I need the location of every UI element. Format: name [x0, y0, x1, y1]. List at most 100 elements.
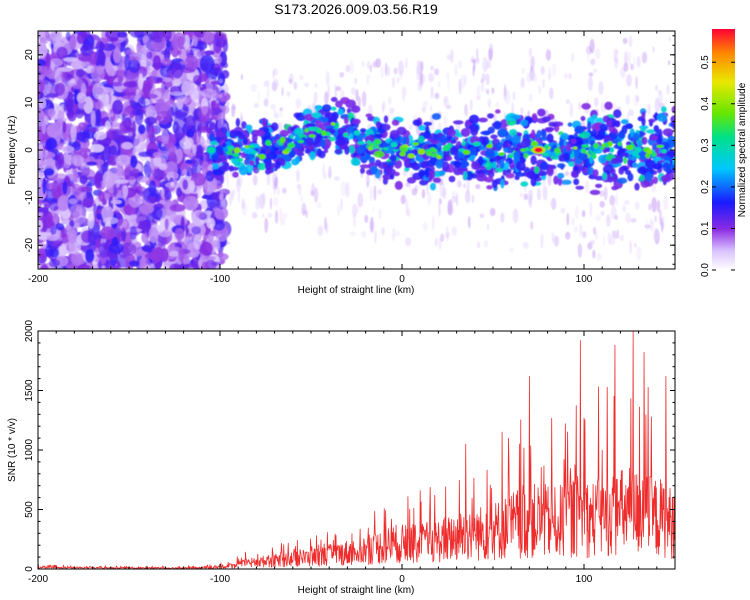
snr-panel: -200 -100 0 100 0 500 1000 1500 2000 Height of … — [7, 319, 676, 596]
spectrogram-signal-blob — [330, 106, 337, 111]
spectrogram-faint-blob — [270, 103, 276, 110]
y-tick-label: 500 — [24, 501, 35, 518]
spectrogram-hotspot — [251, 150, 258, 155]
spectrogram-signal-blob — [245, 124, 253, 131]
spectrogram-hotspot — [375, 145, 380, 149]
spectrogram-signal-blob — [423, 121, 433, 126]
spectrogram-noise-blob — [62, 181, 68, 195]
spectrogram-noise-blob — [71, 155, 84, 166]
spectrogram-signal-blob — [306, 123, 311, 128]
spectrogram-noise-blob — [222, 62, 229, 69]
spectrogram-hotspot — [399, 151, 406, 157]
colorbar: 0.0 0.1 0.2 0.3 0.4 0.5 Normalized spectral a… — [700, 29, 748, 277]
spectrogram-signal-blob — [500, 178, 505, 189]
spectrogram-hotspot — [402, 144, 409, 148]
spectrogram-faint-blob — [653, 227, 660, 241]
spectrogram-noise-blob — [203, 31, 214, 44]
spectrogram-hotspot — [607, 140, 613, 147]
spectrogram-noise-blob — [89, 51, 97, 65]
spectrogram-faint-blob — [324, 91, 329, 105]
spectrogram-noise-blob — [170, 181, 175, 187]
spectrogram-noise-blob — [157, 110, 171, 125]
spectrogram-faint-blob — [434, 68, 440, 76]
spectrogram-noise-blob — [126, 81, 138, 88]
spectrogram-hotspot — [325, 131, 331, 137]
spectrogram-signal-blob — [375, 121, 381, 128]
spectrogram-noise-blob — [171, 110, 187, 119]
spectrogram-hotspot — [232, 152, 240, 157]
spectrogram-noise-blob — [101, 37, 111, 43]
spectrogram-signal-blob — [662, 162, 671, 172]
spectrogram-faint-blob — [427, 191, 432, 206]
spectrogram-noise-blob — [113, 48, 122, 64]
spectrogram-signal-blob — [568, 161, 575, 167]
spectrogram-faint-blob — [529, 93, 533, 102]
spectrogram-faint-blob — [564, 171, 570, 177]
spectrogram-noise-blob — [45, 52, 51, 71]
spectrogram-hotspot — [661, 149, 667, 154]
spectrogram-noise-blob — [130, 94, 136, 101]
spectrogram-faint-blob — [298, 184, 302, 196]
spectrogram-faint-blob — [219, 190, 223, 205]
spectrogram-hotspot — [443, 145, 449, 152]
spectrogram-signal-blob — [232, 171, 239, 178]
spectrogram-signal-blob — [646, 129, 656, 134]
snr-background — [38, 331, 675, 569]
spectrogram-noise-blob — [56, 118, 65, 125]
spectrogram-faint-blob — [451, 195, 457, 203]
spectrogram-faint-blob — [357, 96, 362, 108]
spectrogram-noise-blob — [80, 44, 94, 57]
spectrogram-signal-blob — [637, 166, 648, 175]
spectrogram-noise-blob — [54, 82, 65, 96]
spectrogram-faint-blob — [594, 48, 601, 60]
spectrogram-noise-blob — [38, 126, 49, 141]
spectrogram-faint-blob — [629, 109, 634, 117]
spectrogram-noise-blob — [57, 152, 65, 169]
spectrogram-signal-blob — [312, 137, 323, 148]
spectrogram-noise-blob — [117, 76, 124, 83]
spectrogram-faint-blob — [314, 83, 318, 89]
spectrogram-noise-blob — [45, 245, 53, 258]
spectrogram-faint-blob — [471, 194, 475, 203]
spectrogram-signal-blob — [493, 155, 503, 161]
spectrogram-noise-blob — [180, 60, 189, 65]
spectrogram-noise-blob — [46, 122, 61, 138]
spectrogram-noise-blob — [57, 195, 70, 212]
spectrogram-signal-blob — [209, 121, 216, 131]
spectrogram-faint-blob — [628, 35, 633, 48]
spectrogram-faint-blob — [328, 166, 332, 179]
spectrogram-noise-blob — [38, 59, 46, 67]
spectrogram-signal-blob — [508, 129, 518, 136]
spectrogram-signal-blob — [352, 118, 361, 125]
spectrogram-faint-blob — [345, 182, 350, 198]
spectrogram-signal-blob — [557, 163, 566, 169]
spectrogram-faint-blob — [293, 81, 298, 90]
spectrogram-hotspot — [645, 152, 651, 159]
spectrogram-signal-blob — [425, 125, 430, 135]
spectrogram-signal-blob — [209, 136, 217, 142]
spectrogram-faint-blob — [625, 212, 631, 224]
colorbar-gradient — [712, 29, 735, 270]
spectrogram-noise-blob — [208, 231, 214, 243]
spectrogram-faint-blob — [589, 201, 593, 217]
spectrogram-hotspot — [226, 145, 235, 150]
spectrogram-signal-blob — [620, 119, 629, 125]
spectrogram-y-ticks: -20 -10 0 10 20 — [24, 35, 675, 265]
spectrogram-noise-blob — [77, 122, 88, 131]
spectrogram-faint-blob — [250, 84, 257, 92]
spectrogram-signal-blob — [420, 161, 428, 169]
spectrogram-noise-blob — [47, 108, 57, 117]
spectrogram-faint-blob — [278, 110, 284, 118]
spectrogram-noise-blob — [81, 198, 96, 208]
spectrogram-signal-blob — [626, 123, 633, 130]
spectrogram-x-axis-label: Height of straight line (km) — [298, 285, 415, 296]
spectrogram-noise-blob — [152, 206, 163, 220]
spectrogram-faint-blob — [273, 108, 277, 118]
spectrogram-hotspot — [307, 126, 316, 131]
spectrogram-signal-blob — [618, 166, 625, 175]
spectrogram-hotspot — [369, 143, 376, 147]
spectrogram-noise-blob — [148, 226, 159, 243]
spectrogram-hotspot — [531, 142, 538, 146]
spectrogram-faint-blob — [370, 216, 374, 233]
